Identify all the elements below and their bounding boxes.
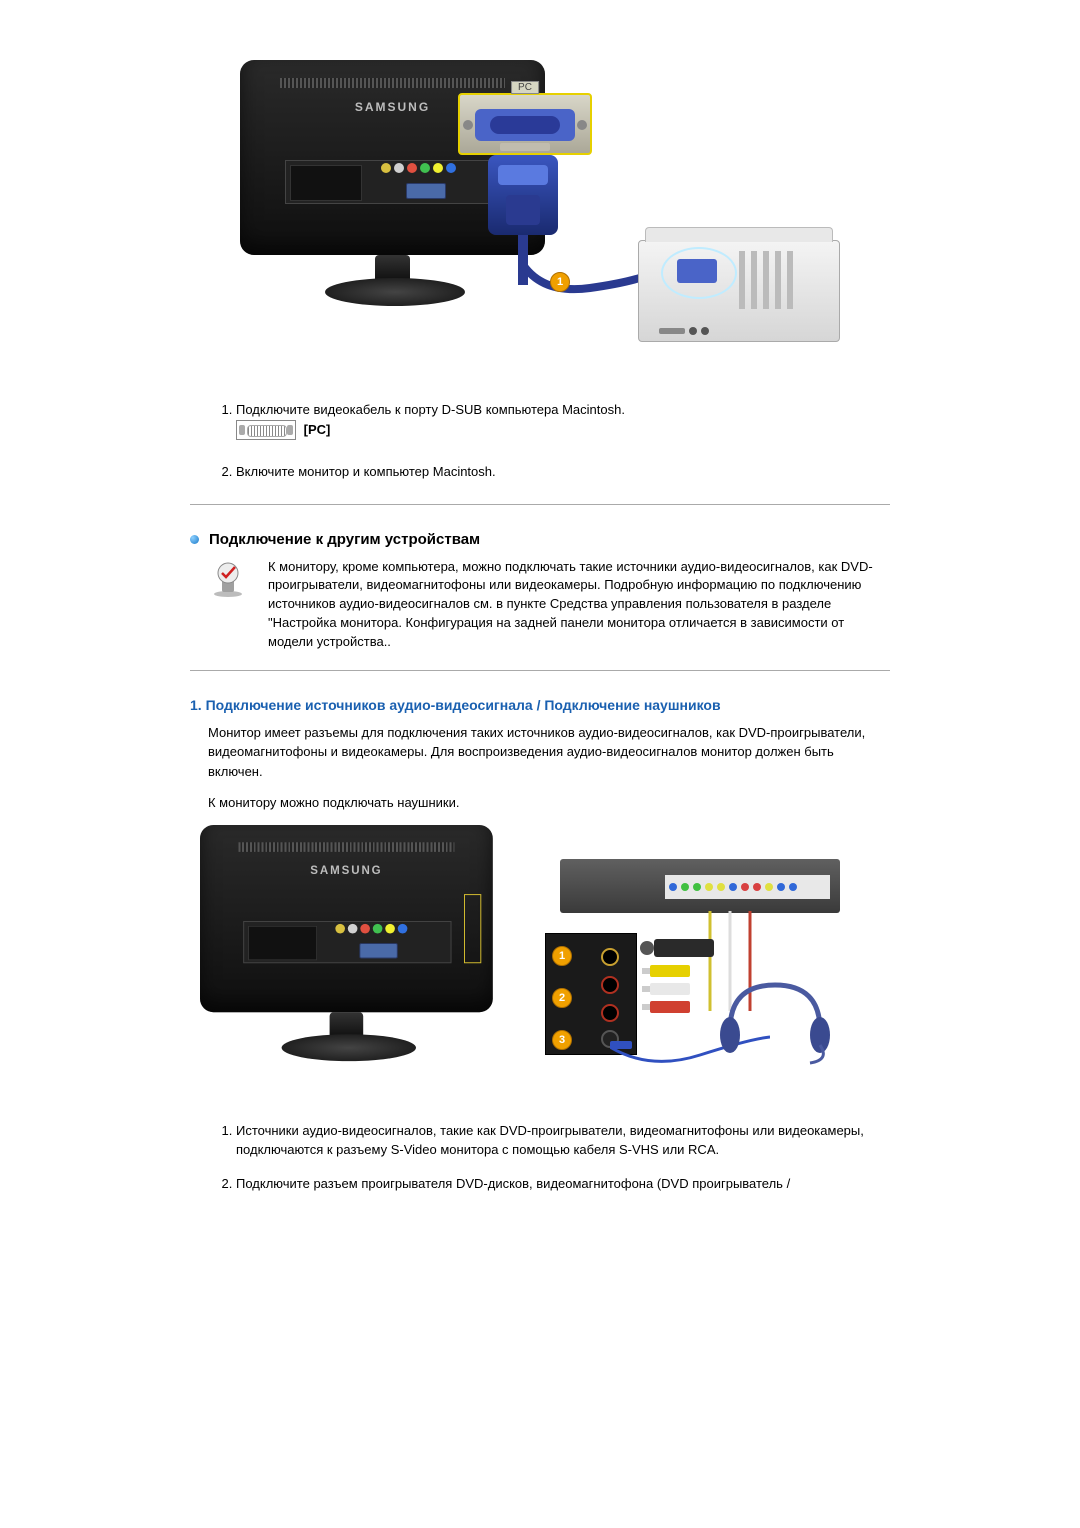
- step-1: Подключите видеокабель к порту D-SUB ком…: [236, 400, 890, 440]
- step-bottom-1: Источники аудио-видеосигналов, такие как…: [236, 1121, 890, 1160]
- pc-case: [638, 240, 840, 342]
- bullet-icon: [190, 535, 199, 544]
- callout-av-2: 2: [552, 988, 572, 1008]
- divider-1: [190, 504, 890, 505]
- step-2: Включите монитор и компьютер Macintosh.: [236, 462, 890, 482]
- monitor-rca-jacks: [381, 163, 456, 173]
- monitor-rca-jacks-2: [335, 924, 407, 934]
- monitor-brand-label-2: SAMSUNG: [200, 863, 493, 876]
- callout-av-1: 1: [552, 946, 572, 966]
- steps-list-top: Подключите видеокабель к порту D-SUB ком…: [202, 400, 890, 482]
- headphones-icon: [710, 975, 840, 1065]
- illustration-av: SAMSUNG: [200, 825, 840, 1085]
- divider-2: [190, 670, 890, 671]
- step-1-text: Подключите видеокабель к порту D-SUB ком…: [236, 402, 625, 417]
- illustration-vga: SAMSUNG PC: [240, 60, 840, 360]
- section-header: Подключение к другим устройствам: [190, 531, 890, 548]
- vga-port-closeup: PC: [458, 93, 592, 155]
- step-2-text: Включите монитор и компьютер Macintosh.: [236, 464, 496, 479]
- vga-cable-plug: [488, 155, 558, 235]
- tip-row: К монитору, кроме компьютера, можно подк…: [208, 558, 890, 652]
- section-title: Подключение к другим устройствам: [209, 531, 480, 548]
- para-1: Монитор имеет разъемы для подключения та…: [208, 723, 890, 782]
- dvd-connector-strip: [665, 875, 830, 899]
- steps-list-bottom: Источники аудио-видеосигналов, такие как…: [202, 1121, 890, 1194]
- callout-1: 1: [550, 272, 570, 292]
- tip-text: К монитору, кроме компьютера, можно подк…: [268, 558, 890, 652]
- svideo-plug: [640, 939, 714, 957]
- vga-pc-label: PC: [511, 81, 539, 94]
- rca-plugs: [642, 965, 690, 1019]
- para-2: К монитору можно подключать наушники.: [208, 793, 890, 813]
- dvd-player: [560, 859, 840, 913]
- callout-av-3: 3: [552, 1030, 572, 1050]
- tip-icon: [208, 558, 248, 598]
- sub-heading: 1. Подключение источников аудио-видеосиг…: [190, 697, 890, 713]
- pc-tag: [PC]: [304, 422, 331, 437]
- dsub-icon: [236, 420, 296, 440]
- step-bottom-2: Подключите разъем проигрывателя DVD-диск…: [236, 1174, 890, 1194]
- monitor-back-view-2: SAMSUNG: [200, 825, 493, 1070]
